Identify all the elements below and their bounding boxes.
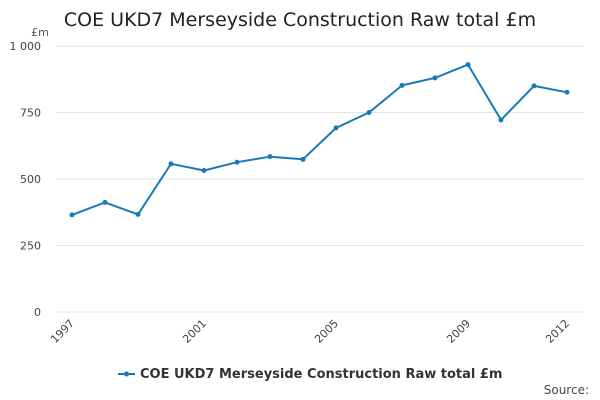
legend[interactable]: COE UKD7 Merseyside Construction Raw tot… xyxy=(118,367,502,382)
data-point[interactable] xyxy=(498,117,504,123)
x-tick-label: 2005 xyxy=(312,317,341,346)
x-tick-label: 1997 xyxy=(48,317,77,346)
y-tick-label: 750 xyxy=(20,107,41,120)
data-point[interactable] xyxy=(135,211,141,217)
data-point[interactable] xyxy=(267,154,273,160)
y-tick-label: 0 xyxy=(34,306,41,319)
gridlines xyxy=(56,45,584,313)
series-layer xyxy=(69,62,570,218)
data-point[interactable] xyxy=(102,199,108,205)
data-point[interactable] xyxy=(465,62,471,68)
chart-title: COE UKD7 Merseyside Construction Raw tot… xyxy=(64,9,536,31)
x-axis-ticks: 1997 2001 2005 2009 2012 xyxy=(48,317,572,346)
data-point[interactable] xyxy=(234,159,240,165)
y-unit-label: £m xyxy=(31,26,49,39)
legend-swatch-marker xyxy=(124,371,129,377)
data-point[interactable] xyxy=(333,125,339,131)
data-point[interactable] xyxy=(531,83,537,89)
series-line xyxy=(71,63,568,216)
data-point[interactable] xyxy=(300,156,306,162)
data-point[interactable] xyxy=(168,161,174,167)
data-point[interactable] xyxy=(399,82,405,88)
y-tick-label: 250 xyxy=(20,240,41,253)
y-tick-label: 1 000 xyxy=(10,40,42,53)
x-tick-label: 2001 xyxy=(180,317,209,346)
data-point[interactable] xyxy=(201,167,207,173)
y-axis-ticks: 0 250 500 750 1 000 xyxy=(10,40,42,319)
data-point[interactable] xyxy=(366,110,372,115)
data-point[interactable] xyxy=(69,212,75,218)
x-tick-label: 2012 xyxy=(543,317,572,346)
x-tick-label: 2009 xyxy=(444,317,473,346)
legend-entry-label: COE UKD7 Merseyside Construction Raw tot… xyxy=(140,367,502,382)
data-point[interactable] xyxy=(564,89,570,95)
source-label: Source: xyxy=(544,383,589,397)
y-tick-label: 500 xyxy=(20,173,41,186)
data-point[interactable] xyxy=(432,75,438,81)
